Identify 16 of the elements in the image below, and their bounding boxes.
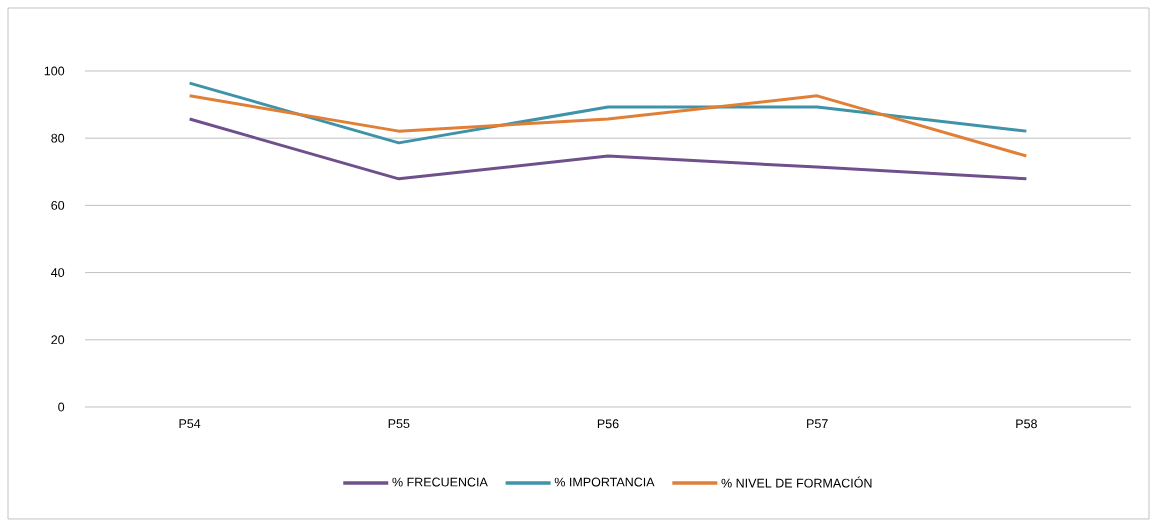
y-tick-label: 80 [51, 133, 65, 143]
x-tick-label: P54 [179, 419, 201, 429]
y-tick-label: 60 [51, 200, 65, 210]
x-tick-label: P55 [388, 419, 410, 429]
y-tick-label: 40 [51, 268, 65, 278]
x-tick-label: P56 [597, 419, 619, 429]
y-tick-label: 0 [58, 402, 65, 412]
legend-label: % NIVEL DE FORMACIÓN [721, 476, 872, 488]
line-series [188, 94, 1028, 158]
y-tick-label: 100 [44, 66, 65, 76]
y-tick-label: 20 [51, 335, 65, 345]
x-tick-label: P58 [1016, 419, 1037, 429]
legend-label: % FRECUENCIA [392, 477, 488, 487]
line-series [188, 117, 1028, 181]
legend-label: % IMPORTANCIA [554, 477, 655, 487]
x-tick-label: P57 [807, 419, 828, 429]
